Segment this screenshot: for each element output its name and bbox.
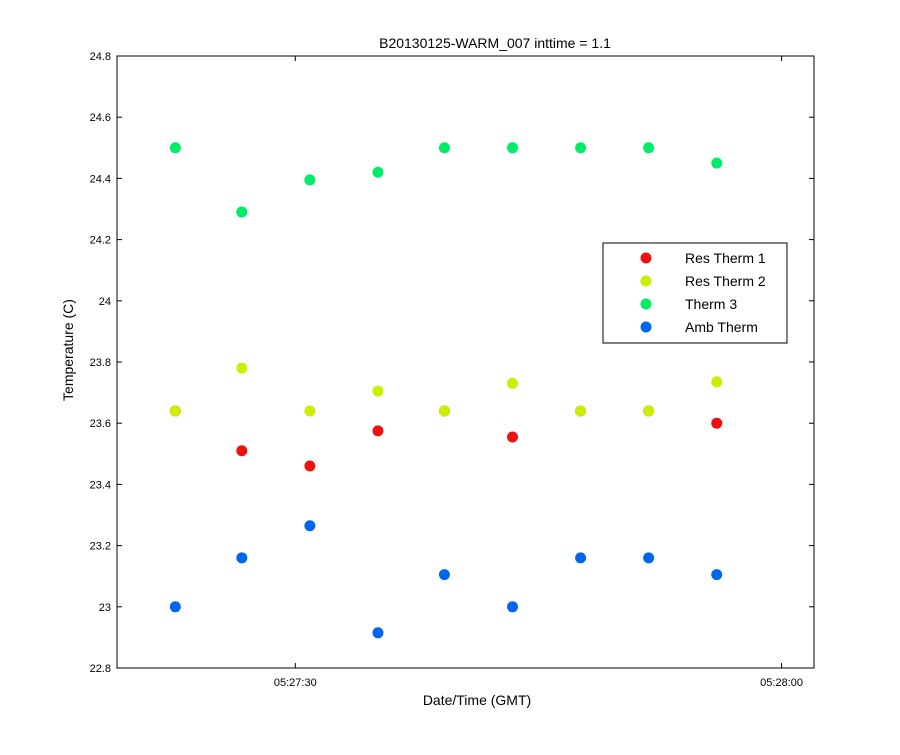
data-point — [169, 601, 181, 613]
y-axis: 22.8 23 23.2 23.4 23.6 23.8 24 24.2 24.4 24.6 24.8 — [90, 51, 814, 675]
legend-label: Therm 3 — [685, 296, 737, 312]
data-point — [643, 552, 655, 564]
series-amb-therm — [169, 520, 723, 639]
legend-label: Res Therm 1 — [685, 250, 766, 266]
data-point — [507, 431, 519, 443]
y-tick-label: 23 — [99, 602, 111, 614]
legend-marker — [640, 275, 652, 287]
data-point — [575, 405, 587, 417]
y-axis-label: Temperature (C) — [60, 299, 76, 401]
y-tick-label: 24.6 — [90, 112, 111, 124]
legend-marker — [640, 321, 652, 333]
y-tick-label: 24.8 — [90, 51, 111, 63]
y-tick-label: 23.6 — [90, 418, 111, 430]
data-point — [169, 142, 181, 154]
data-point — [575, 552, 587, 564]
legend-marker — [640, 252, 652, 264]
data-point — [304, 405, 316, 417]
y-tick-label: 22.8 — [90, 663, 111, 675]
data-point — [507, 601, 519, 613]
data-point — [236, 206, 248, 218]
plot-area — [116, 55, 815, 669]
data-point — [575, 142, 587, 154]
data-point — [711, 569, 723, 581]
data-point — [304, 174, 316, 186]
data-point — [372, 425, 384, 437]
x-tick-label: 05:27:30 — [274, 677, 317, 689]
data-point — [507, 142, 519, 154]
data-point — [236, 362, 248, 374]
y-tick-label: 23.4 — [90, 479, 111, 491]
data-point — [236, 445, 248, 457]
data-point — [438, 142, 450, 154]
data-points — [169, 142, 723, 639]
legend-box — [602, 242, 788, 344]
data-point — [372, 166, 384, 178]
data-point — [643, 142, 655, 154]
data-point — [711, 157, 723, 169]
data-point — [169, 405, 181, 417]
legend: Res Therm 1 Res Therm 2 Therm 3 Amb Therm — [602, 242, 788, 344]
y-tick-label: 23.8 — [90, 357, 111, 369]
data-point — [304, 460, 316, 472]
data-point — [711, 417, 723, 429]
y-tick-label: 23.2 — [90, 541, 111, 553]
data-point — [711, 376, 723, 388]
legend-marker — [640, 298, 652, 310]
series-therm-3 — [169, 142, 723, 218]
legend-label: Amb Therm — [685, 319, 758, 335]
data-point — [507, 377, 519, 389]
series-res-therm-2 — [169, 362, 723, 417]
x-axis-label: Date/Time (GMT) — [423, 692, 531, 708]
y-tick-label: 24.4 — [90, 173, 111, 185]
y-tick-label: 24 — [99, 296, 111, 308]
y-tick-label: 24.2 — [90, 235, 111, 247]
x-axis: 05:27:30 05:28:00 — [274, 56, 803, 689]
data-point — [372, 385, 384, 397]
data-point — [438, 569, 450, 581]
data-point — [438, 405, 450, 417]
chart-title: B20130125-WARM_007 inttime = 1.1 — [379, 35, 611, 51]
data-point — [236, 552, 248, 564]
data-point — [372, 627, 384, 639]
data-point — [643, 405, 655, 417]
legend-label: Res Therm 2 — [685, 273, 766, 289]
data-point — [304, 520, 316, 532]
x-tick-label: 05:28:00 — [760, 677, 803, 689]
